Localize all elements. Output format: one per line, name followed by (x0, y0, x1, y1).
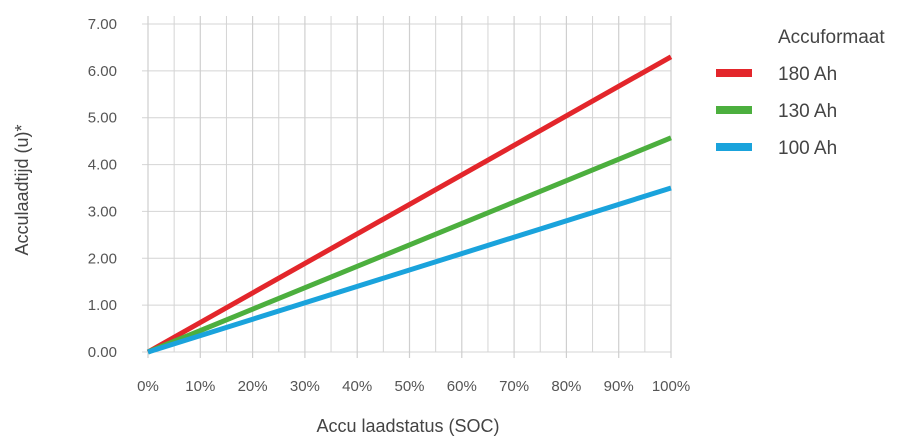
y-tick-label: 5.00 (88, 110, 117, 127)
legend-swatch (716, 106, 752, 114)
y-tick-label: 7.00 (88, 16, 117, 33)
legend: Accuformaat 180 Ah 130 Ah 100 Ah (716, 27, 885, 159)
y-axis-ticks: 0.00 1.00 2.00 3.00 4.00 5.00 6.00 7.00 (88, 16, 117, 361)
y-tick-label: 1.00 (88, 297, 117, 314)
legend-swatch (716, 69, 752, 77)
x-tick-label: 100% (652, 378, 690, 395)
x-tick-label: 60% (447, 378, 477, 395)
legend-label: 100 Ah (778, 138, 837, 159)
x-tick-label: 70% (499, 378, 529, 395)
x-tick-label: 40% (342, 378, 372, 395)
y-tick-label: 6.00 (88, 63, 117, 80)
x-tick-label: 0% (137, 378, 159, 395)
legend-items: 180 Ah 130 Ah 100 Ah (716, 64, 837, 159)
y-axis-title: Acculaadtijd (u)* (12, 124, 32, 255)
x-axis-ticks: 0% 10% 20% 30% 40% 50% 60% 70% 80% 90% 100% (137, 378, 690, 395)
legend-swatch (716, 143, 752, 151)
x-tick-label: 90% (604, 378, 634, 395)
grid (142, 16, 671, 358)
x-tick-label: 50% (394, 378, 424, 395)
y-tick-label: 4.00 (88, 157, 117, 174)
y-tick-label: 3.00 (88, 203, 117, 220)
x-tick-label: 20% (238, 378, 268, 395)
y-tick-label: 0.00 (88, 344, 117, 361)
x-tick-label: 10% (185, 378, 215, 395)
legend-label: 130 Ah (778, 101, 837, 122)
x-axis-title: Accu laadstatus (SOC) (316, 416, 499, 436)
x-tick-label: 30% (290, 378, 320, 395)
legend-title: Accuformaat (778, 27, 885, 48)
x-tick-label: 80% (551, 378, 581, 395)
y-tick-label: 2.00 (88, 250, 117, 267)
legend-label: 180 Ah (778, 64, 837, 85)
